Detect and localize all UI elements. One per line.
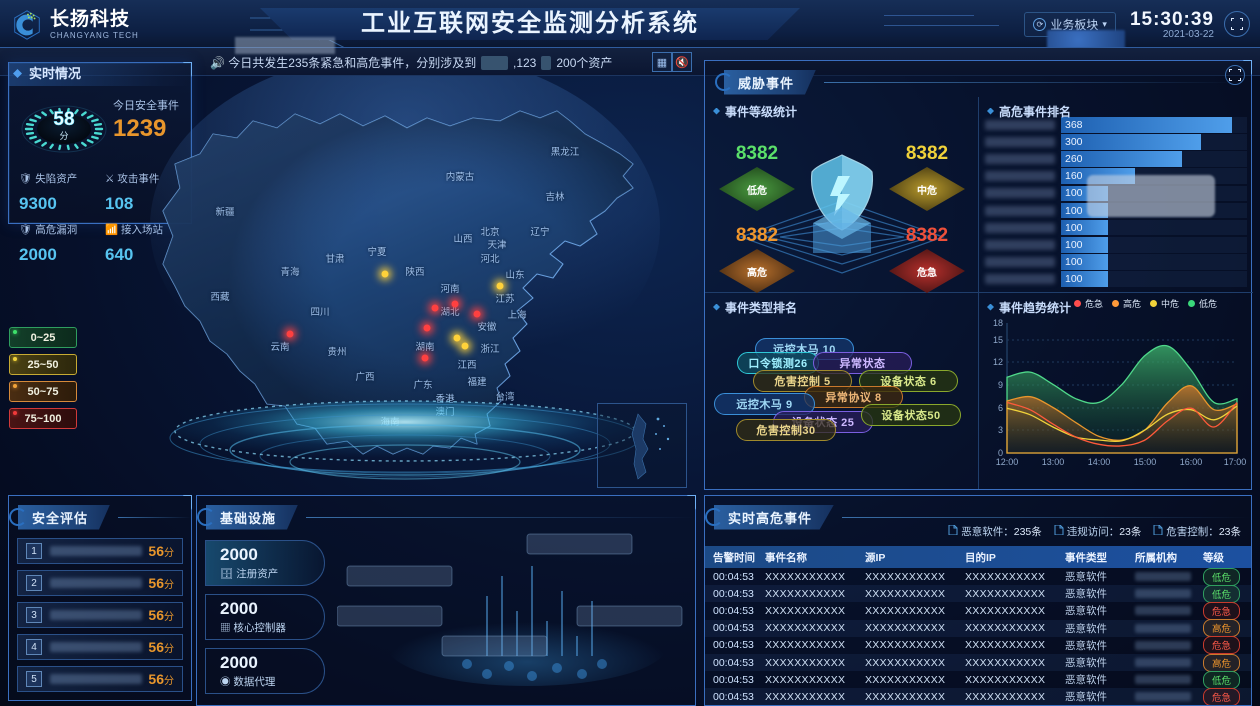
svg-text:14:00: 14:00: [1088, 457, 1111, 467]
svg-text:15:00: 15:00: [1134, 457, 1157, 467]
svg-text:分: 分: [59, 131, 68, 141]
svg-text:18: 18: [993, 318, 1003, 328]
svg-text:3: 3: [998, 425, 1003, 435]
svg-text:12:00: 12:00: [996, 457, 1019, 467]
svg-text:16:00: 16:00: [1180, 457, 1203, 467]
svg-text:13:00: 13:00: [1042, 457, 1065, 467]
svg-text:17:00: 17:00: [1224, 457, 1247, 467]
svg-text:9: 9: [998, 380, 1003, 390]
svg-text:6: 6: [998, 403, 1003, 413]
svg-text:12: 12: [993, 357, 1003, 367]
svg-text:15: 15: [993, 335, 1003, 345]
svg-text:58: 58: [53, 109, 74, 130]
